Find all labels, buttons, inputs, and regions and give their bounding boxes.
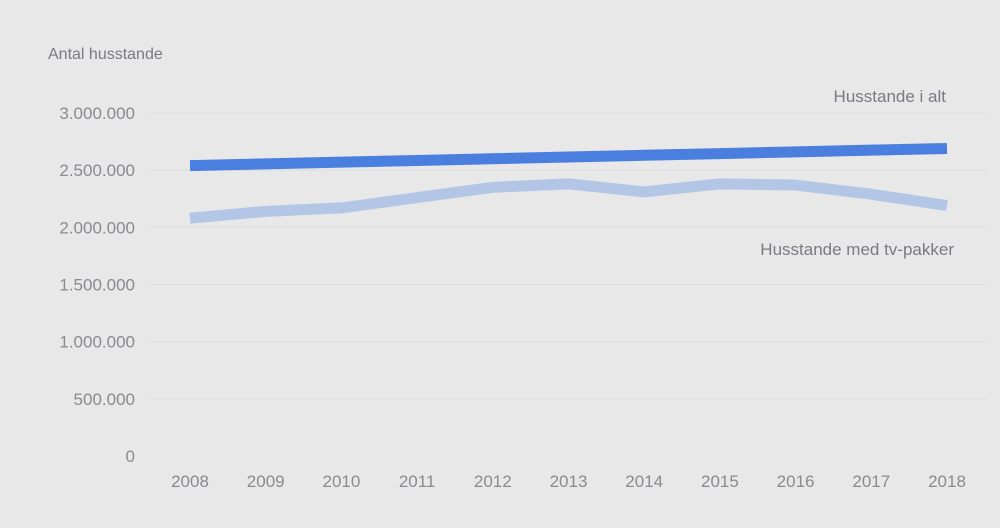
series-label-total: Husstande i alt [834, 87, 947, 106]
y-tick-label: 2.000.000 [59, 218, 135, 237]
series-line-tv-packages [189, 178, 948, 224]
x-tick-label: 2009 [247, 472, 285, 491]
y-axis-label: Antal husstande [48, 46, 163, 63]
x-axis-ticks: 2008 2009 2010 2011 2012 2013 2014 2015 2016 2017… [171, 472, 966, 491]
x-tick-label: 2011 [399, 472, 436, 491]
y-tick-label: 1.500.000 [59, 276, 135, 295]
y-tick-label: 1.000.000 [59, 333, 135, 352]
x-tick-label: 2012 [474, 472, 512, 491]
series-label-tv-packages: Husstande med tv-pakker [760, 240, 954, 259]
series-line-total [189, 142, 948, 172]
series-lines [189, 142, 948, 224]
y-tick-label: 3.000.000 [59, 104, 135, 123]
x-tick-label: 2008 [171, 472, 209, 491]
x-tick-label: 2016 [777, 472, 815, 491]
gridlines [150, 112, 985, 400]
x-tick-label: 2015 [701, 472, 739, 491]
x-tick-label: 2013 [550, 472, 588, 491]
x-tick-label: 2014 [625, 472, 663, 491]
x-tick-label: 2018 [928, 472, 966, 491]
y-tick-label: 0 [126, 447, 135, 466]
y-axis-ticks: 0 500.000 1.000.000 1.500.000 2.000.000 2.500… [59, 104, 135, 466]
x-tick-label: 2017 [852, 472, 890, 491]
x-tick-label: 2010 [322, 472, 360, 491]
y-tick-label: 500.000 [74, 390, 135, 409]
y-tick-label: 2.500.000 [59, 161, 135, 180]
